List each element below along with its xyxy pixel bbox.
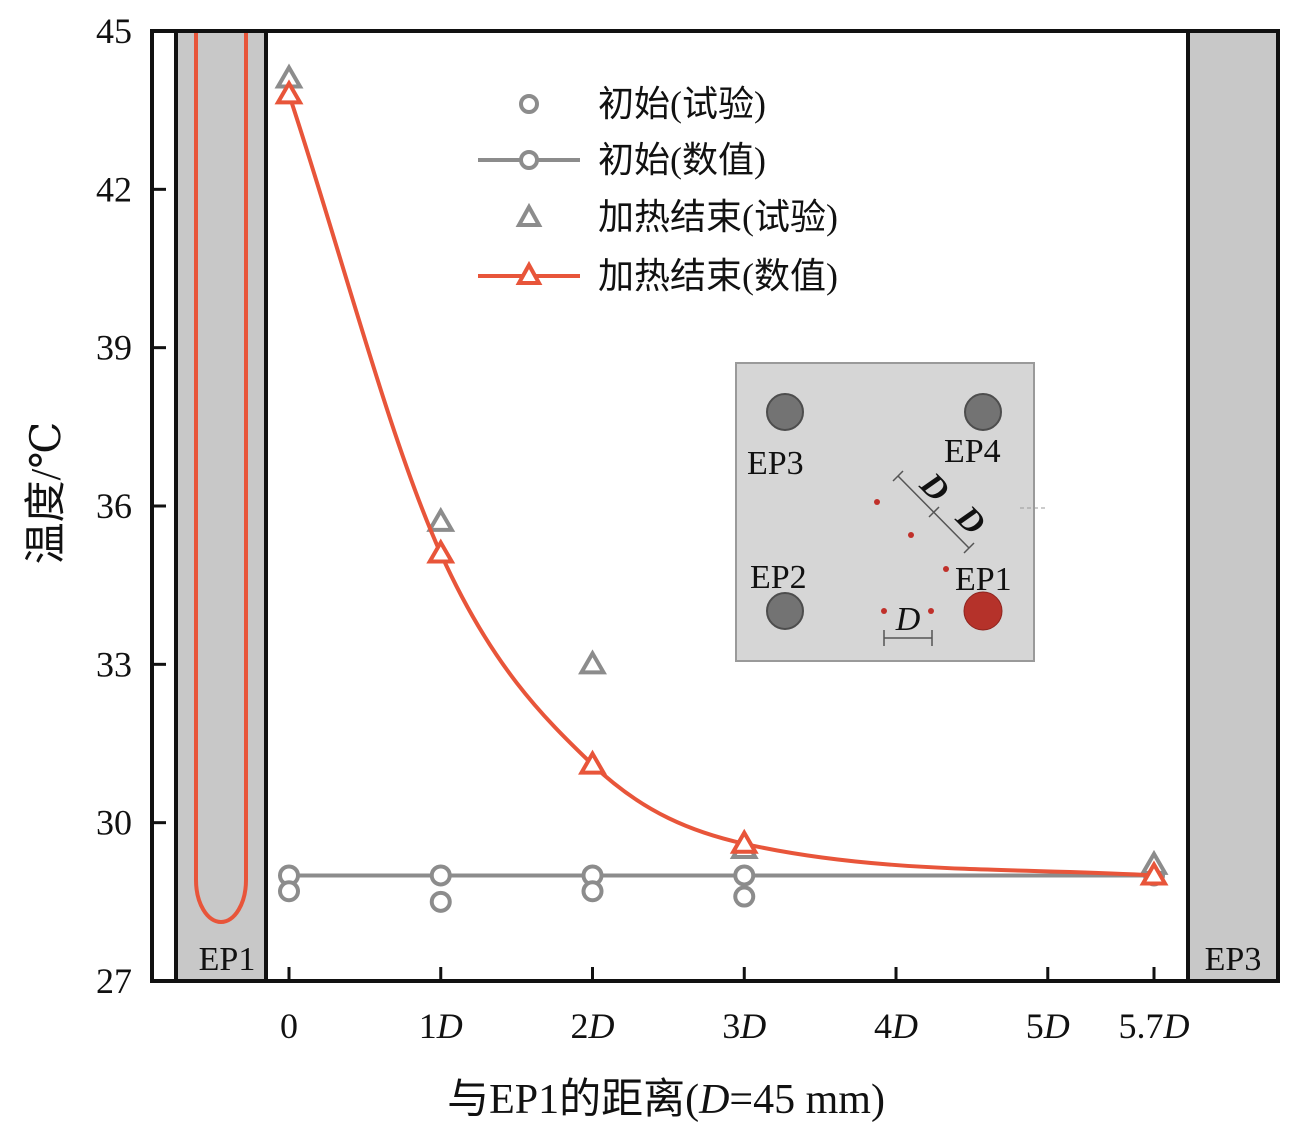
point-heated-test: [578, 649, 607, 675]
y-tick-label: 39: [96, 328, 132, 368]
y-tick-label: 30: [96, 803, 132, 843]
inset-label-ep3: EP3: [747, 445, 804, 482]
point-heated-numeric: [729, 828, 759, 854]
x-axis-title-suffix: =45 mm): [729, 1077, 885, 1123]
series-heated-numeric-line: [287, 93, 1155, 878]
x-axis: 0 1D 2D 3D 4D 5D 5.7D: [280, 967, 1190, 1046]
point-initial-test: [429, 890, 452, 913]
y-tick-label: 33: [96, 644, 132, 684]
point-heated-numeric: [1139, 860, 1169, 886]
left-panel-label: EP1: [199, 941, 256, 978]
legend-label: 初始(试验): [598, 84, 766, 124]
y-tick-label: 36: [96, 486, 132, 526]
point-heated-numeric: [426, 538, 456, 564]
y-axis-title: 温度/℃: [24, 422, 70, 565]
legend-label: 初始(数值): [598, 140, 766, 180]
series-layer: [274, 63, 1169, 913]
x-tick-label: 5D: [1026, 1006, 1070, 1046]
well-ep2-icon: [766, 592, 804, 630]
x-axis-title-italic: D: [698, 1077, 729, 1123]
inset-label-ep4: EP4: [944, 433, 1001, 470]
diagonal-dimension-markers: [892, 470, 975, 554]
legend-item-initial-test: 初始(试验): [519, 84, 766, 124]
sensor-point-icon: [881, 608, 887, 614]
legend-marker-circle: [519, 94, 539, 114]
legend-item-heated-numeric: 加热结束(数值): [478, 256, 838, 296]
u-tube-heater: [194, 31, 248, 924]
left-pipe-panel: EP1: [174, 29, 268, 983]
y-tick-label: 27: [96, 961, 132, 1001]
point-heated-numeric: [274, 79, 304, 105]
x-tick-label: 3D: [722, 1006, 766, 1046]
point-initial-test: [581, 880, 604, 903]
horizontal-dimension-marker: [883, 630, 933, 646]
well-ep3-icon: [766, 393, 804, 431]
left-panel-background: [174, 29, 268, 983]
legend-marker-triangle: [515, 260, 543, 285]
inset-label-ep2: EP2: [750, 559, 807, 596]
legend: 初始(试验) 初始(数值) 加热结束(试验) 加热结束(数值): [478, 84, 838, 296]
point-initial-test: [278, 880, 300, 903]
inset-dimension-label: D: [895, 601, 921, 638]
right-panel-background: [1186, 29, 1280, 983]
y-axis: 27 30 33 36 39 42 45: [96, 11, 166, 1001]
y-tick-label: 45: [96, 11, 132, 51]
sensor-point-icon: [928, 608, 934, 614]
point-initial-test: [733, 864, 756, 887]
legend-label: 加热结束(数值): [598, 256, 838, 296]
point-initial-test: [429, 864, 452, 887]
sensor-point-icon: [943, 566, 949, 572]
y-tick-label: 42: [96, 169, 132, 209]
right-pipe-panel: EP3: [1186, 29, 1280, 983]
point-heated-numeric: [578, 749, 607, 775]
legend-item-initial-numeric: 初始(数值): [478, 140, 766, 180]
right-panel-label: EP3: [1205, 941, 1262, 978]
x-tick-label: 4D: [874, 1006, 918, 1046]
point-heated-test: [426, 506, 456, 532]
x-tick-label: 2D: [571, 1006, 615, 1046]
point-initial-test: [733, 885, 756, 908]
sensor-point-icon: [874, 499, 880, 505]
inset-label-ep1: EP1: [955, 561, 1012, 598]
x-tick-label: 5.7D: [1119, 1006, 1190, 1046]
x-axis-title-prefix: 与EP1的距离(: [447, 1076, 699, 1123]
well-ep4-icon: [964, 393, 1002, 431]
x-tick-label: 1D: [419, 1006, 463, 1046]
sensor-point-icon: [908, 532, 914, 538]
x-tick-label: 0: [280, 1006, 298, 1046]
well-ep1-heated-icon: [963, 591, 1003, 631]
legend-marker-circle: [519, 150, 539, 170]
legend-item-heated-test: 加热结束(试验): [515, 197, 838, 237]
legend-label: 加热结束(试验): [598, 197, 838, 237]
x-axis-title: 与EP1的距离(D=45 mm): [447, 1076, 885, 1123]
inset-schematic: EP3 EP4 EP2 EP1 D D D: [735, 362, 1046, 662]
legend-marker-triangle: [515, 202, 543, 227]
